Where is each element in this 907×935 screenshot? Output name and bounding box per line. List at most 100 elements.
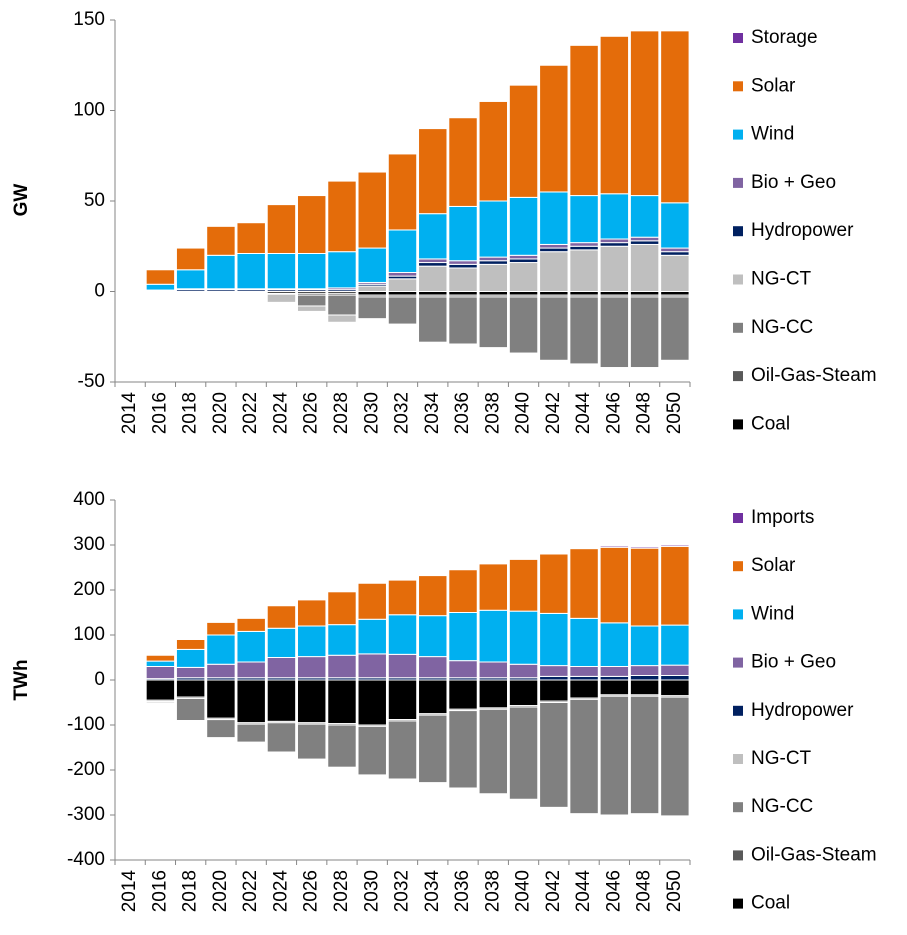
bar-segment [418, 714, 448, 784]
bar-segment [206, 254, 236, 290]
bar-segment [296, 294, 327, 307]
bar-segment [508, 679, 539, 707]
bar-segment [599, 622, 630, 667]
legend-label: Solar [751, 555, 796, 576]
bar-segment [236, 252, 266, 290]
bar-segment [629, 547, 660, 627]
bar-segment [206, 663, 236, 679]
bar-segment [478, 260, 509, 265]
x-tick-label: 2028 [331, 392, 352, 434]
bar-segment [478, 563, 509, 611]
y-tick-label: 300 [73, 534, 105, 555]
bar-segment [448, 569, 478, 613]
x-tick-label: 2018 [180, 392, 201, 434]
bar-segment [508, 291, 539, 296]
y-tick-label: -200 [67, 759, 105, 780]
x-tick-label: 2022 [240, 870, 261, 912]
x-tick-label: 2030 [361, 392, 382, 434]
x-tick-label: 2050 [664, 392, 685, 434]
bar-segment [327, 251, 357, 289]
legend-label: NG-CT [751, 748, 812, 769]
x-tick-label: 2042 [543, 870, 564, 912]
x-tick-label: 2038 [482, 870, 503, 912]
bar-segment [145, 701, 176, 704]
bar-segment [418, 213, 448, 260]
bar-segment [387, 720, 418, 780]
bar-segment [357, 291, 387, 296]
bar-segment [418, 291, 448, 296]
bar-segment [296, 656, 327, 679]
x-tick-label: 2016 [149, 870, 170, 912]
legend-swatch [733, 274, 743, 285]
legend-label: Hydropower [751, 700, 854, 721]
x-tick-label: 2038 [482, 392, 503, 434]
bar-segment [569, 547, 599, 550]
x-tick-label: 2034 [422, 392, 443, 435]
bar-segment [660, 247, 690, 253]
bar-segment [660, 545, 690, 626]
bar-segment [569, 679, 599, 699]
bar-segment [629, 679, 660, 696]
bar-segment [539, 679, 569, 702]
bar-segment [448, 291, 478, 296]
bar-segment [296, 305, 327, 312]
bar-segment [145, 269, 176, 285]
bar-segment [448, 296, 478, 345]
x-tick-label: 2020 [210, 392, 231, 434]
bar-segment [175, 247, 206, 271]
bar-segment [508, 196, 539, 256]
bar-segment [296, 252, 327, 290]
bar-segment [599, 695, 630, 816]
bar-segment [539, 296, 569, 361]
bar-segment [508, 558, 539, 612]
x-tick-label: 2032 [392, 870, 413, 912]
bar-segment [478, 263, 509, 293]
legend-swatch [733, 705, 743, 716]
x-tick-label: 2030 [361, 870, 382, 912]
bar-segment [387, 229, 418, 273]
x-tick-label: 2020 [210, 870, 231, 912]
bar-segment [327, 654, 357, 679]
x-tick-label: 2016 [149, 392, 170, 434]
legend-swatch [733, 802, 743, 813]
y-tick-label: -300 [67, 804, 105, 825]
bar-segment [175, 666, 206, 679]
bar-segment [327, 591, 357, 626]
bar-segment [327, 180, 357, 253]
bar-segment [539, 612, 569, 667]
bar-segment [660, 544, 690, 547]
bar-segment [629, 665, 660, 676]
legend-label: Solar [751, 75, 796, 96]
bar-segment [508, 254, 539, 260]
bar-segment [418, 258, 448, 264]
bar-segment [418, 265, 448, 293]
bar-segment [175, 697, 206, 722]
bar-segment [296, 599, 327, 627]
bar-segment [387, 679, 418, 721]
x-tick-label: 2036 [452, 392, 473, 434]
bar-segment [266, 627, 297, 658]
bar-segment [448, 710, 478, 789]
legend-swatch [733, 177, 743, 188]
x-tick-label: 2050 [664, 870, 685, 912]
bar-segment [569, 666, 599, 677]
bar-segment [569, 675, 599, 681]
bar-segment [387, 579, 418, 616]
bar-segment [327, 314, 357, 323]
bar-segment [660, 254, 690, 293]
bar-segment [327, 724, 357, 768]
legend-label: NG-CT [751, 269, 812, 290]
bar-segment [508, 610, 539, 665]
bar-segment [327, 766, 357, 769]
bar-segment [660, 679, 690, 697]
bar-segment [206, 719, 236, 739]
bar-segment [569, 291, 599, 296]
bar-segment [236, 630, 266, 663]
bar-segment [357, 618, 387, 655]
bar-segment [357, 582, 387, 620]
x-tick-label: 2014 [119, 870, 140, 913]
bar-segment [660, 30, 690, 204]
bar-segment [236, 661, 266, 679]
bar-segment [508, 663, 539, 679]
